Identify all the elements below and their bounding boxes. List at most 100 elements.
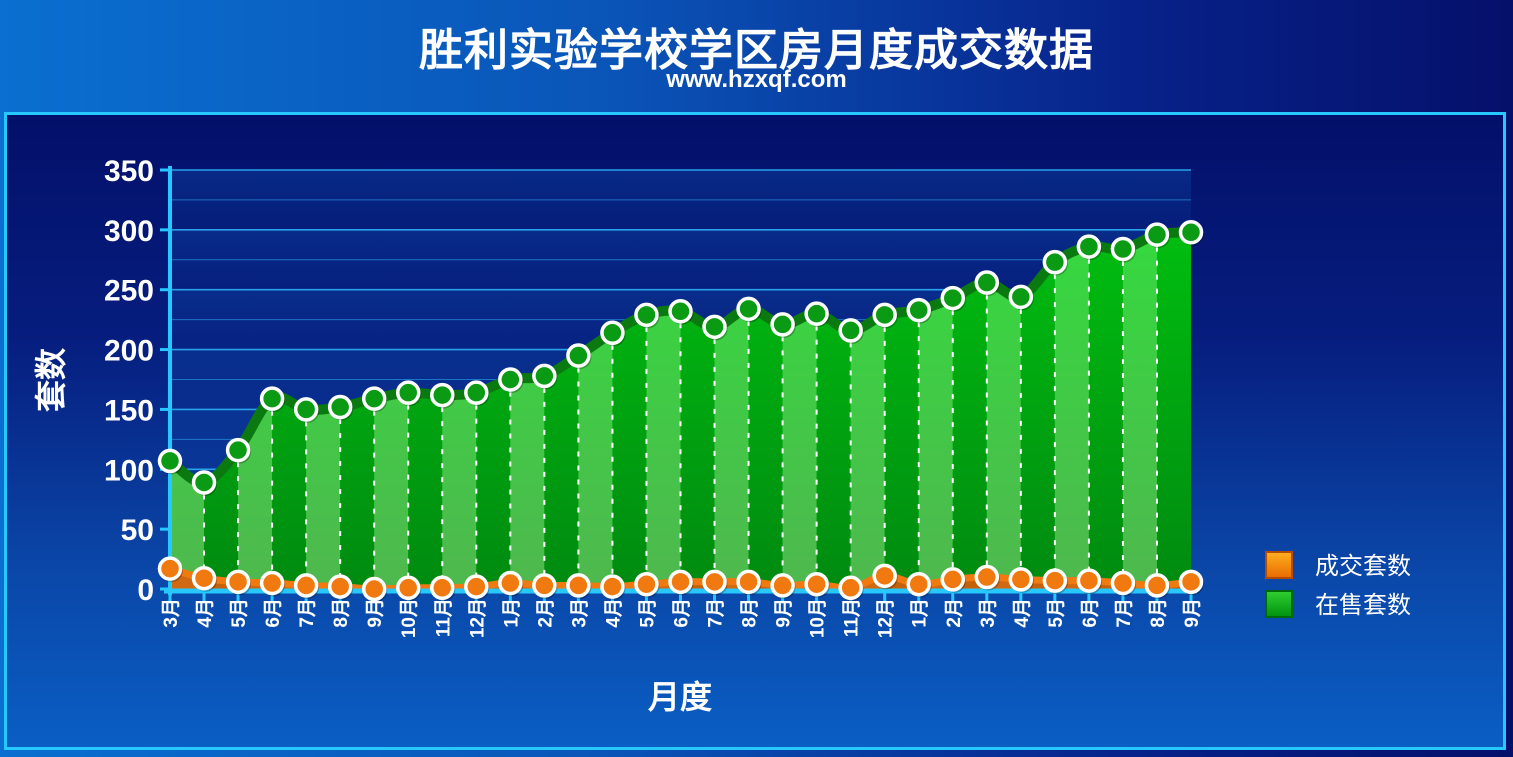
listing-point [974,270,1000,295]
y-tick-label: 250 [104,275,154,308]
listing-point [736,296,761,322]
x-tick-label: 5月 [637,598,658,628]
x-tick-label: 3月 [161,598,182,628]
legend-swatch [1265,551,1293,579]
listing-point [1076,234,1102,259]
x-tick-label: 6月 [263,598,284,628]
legend-swatch [1265,590,1293,618]
deal-point [736,569,761,595]
listing-point [157,448,183,474]
x-tick-label: 10月 [808,598,829,638]
x-tick-label: 4月 [195,598,216,628]
x-tick-label: 10月 [399,598,420,638]
x-tick-label: 1月 [501,598,522,628]
x-tick-label: 5月 [1046,598,1067,628]
x-tick-label: 9月 [1182,598,1203,628]
x-tick-label: 11月 [842,598,863,637]
listing-point [906,297,931,323]
deal-point [361,576,387,602]
listing-point [361,386,387,411]
x-tick-label: 12月 [876,598,897,638]
deal-point [395,575,421,601]
deal-point [1076,568,1102,593]
y-tick-label: 50 [121,514,154,547]
x-tick-label: 1月 [910,598,931,628]
x-tick-label: 7月 [1114,598,1135,628]
x-tick-label: 5月 [229,598,250,628]
deal-point [1144,573,1170,598]
deal-point [668,569,693,595]
y-tick-label: 350 [104,155,154,188]
listing-point [1042,249,1068,275]
listing-point [293,397,319,422]
chart-subtitle: www.hzxqf.com [666,66,847,93]
y-tick-label: 200 [104,335,154,368]
deal-point [838,575,863,601]
x-tick-label: 6月 [672,598,693,628]
listing-point [532,363,557,389]
x-tick-label: 4月 [603,598,624,628]
y-tick-label: 0 [137,574,154,607]
deal-point [770,573,795,598]
listing-point [566,343,591,368]
listing-point [327,394,353,420]
x-tick-label: 12月 [467,598,488,638]
chart-title: 胜利实验学校学区房月度成交数据 [419,25,1094,76]
deal-point [940,567,966,592]
deal-point [804,571,829,597]
y-tick-label: 300 [104,215,154,248]
listing-point [191,470,217,495]
listing-point [395,380,421,405]
listing-stripe [1156,232,1191,589]
deal-point [498,570,523,596]
listing-point [634,302,659,328]
deal-point [464,574,489,599]
listing-point [1178,220,1204,245]
listing-point [838,318,863,343]
deal-point [225,569,251,595]
x-tick-label: 11月 [433,598,454,637]
deal-point [600,574,625,599]
listing-stripe [1122,232,1157,589]
x-tick-label: 3月 [978,598,999,628]
listing-series-area [166,227,1192,589]
x-tick-label: 7月 [706,598,727,628]
x-tick-label: 3月 [569,598,590,628]
listing-stripe [1054,232,1089,589]
deal-point [1008,567,1034,592]
listing-point [498,367,523,392]
y-axis-title: 套数 [32,347,70,412]
deal-point [532,573,557,598]
deal-point [566,573,591,598]
deal-point [1042,568,1068,593]
deal-point [702,569,727,595]
deal-point [327,574,353,599]
y-tick-label: 150 [104,394,154,427]
listing-point [464,380,489,405]
deal-point [259,570,285,596]
listing-point [430,382,455,408]
deal-point [974,564,1000,590]
listing-point [804,301,829,326]
deal-point [191,565,217,591]
deal-point [1178,569,1204,595]
listing-point [225,437,251,463]
listing-point [668,299,693,324]
x-tick-label: 4月 [1012,598,1033,628]
x-axis-title: 月度 [648,678,712,716]
x-tick-label: 9月 [365,598,386,628]
listing-point [770,312,795,337]
x-tick-label: 2月 [535,598,556,628]
listing-point [940,285,966,311]
x-tick-label: 7月 [297,598,318,628]
deal-point [157,556,183,581]
x-tick-label: 2月 [944,598,965,628]
listing-stripe [1088,232,1123,589]
x-tick-label: 8月 [1148,598,1169,628]
deal-point [634,571,659,597]
deal-point [872,563,897,589]
listing-point [259,386,285,411]
x-tick-label: 6月 [1080,598,1101,628]
